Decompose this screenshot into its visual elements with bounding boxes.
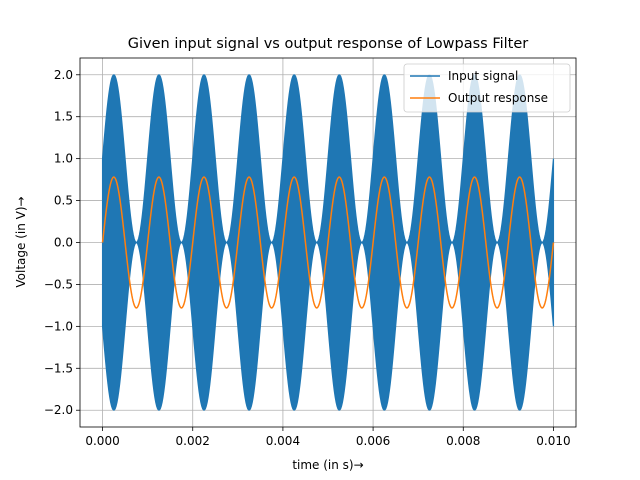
- legend-label-input-signal: Input signal: [448, 69, 518, 83]
- y-tick-label: 0.5: [54, 194, 73, 208]
- y-tick-label: 2.0: [54, 68, 73, 82]
- legend-box: [403, 63, 571, 113]
- x-axis-label: time (in s)→: [292, 458, 363, 472]
- y-tick-label: −2.0: [44, 403, 73, 417]
- y-tick-label: −1.5: [44, 361, 73, 375]
- ticks: 0.000 0.002 0.004 0.006 0.008 0.010 −2.0 −1.5 −1…: [44, 68, 571, 448]
- chart-title: Given input signal vs output response of…: [128, 36, 529, 52]
- x-tick-label: 0.002: [176, 434, 210, 448]
- legend-label-output-response: Output response: [448, 91, 548, 105]
- x-tick-label: 0.000: [85, 434, 119, 448]
- y-tick-label: 0.0: [54, 236, 73, 250]
- series-output-response: [101, 176, 555, 309]
- y-axis-label: Voltage (in V)→: [14, 196, 28, 287]
- y-tick-label: 1.5: [54, 110, 73, 124]
- x-tick-label: 0.008: [446, 434, 480, 448]
- y-tick-label: 1.0: [54, 152, 73, 166]
- y-tick-label: −0.5: [44, 277, 73, 291]
- x-tick-label: 0.010: [536, 434, 570, 448]
- x-tick-label: 0.004: [266, 434, 300, 448]
- plot-area: [101, 74, 555, 411]
- legend: Input signal Output response: [403, 63, 571, 113]
- x-tick-label: 0.006: [356, 434, 390, 448]
- y-tick-label: −1.0: [44, 319, 73, 333]
